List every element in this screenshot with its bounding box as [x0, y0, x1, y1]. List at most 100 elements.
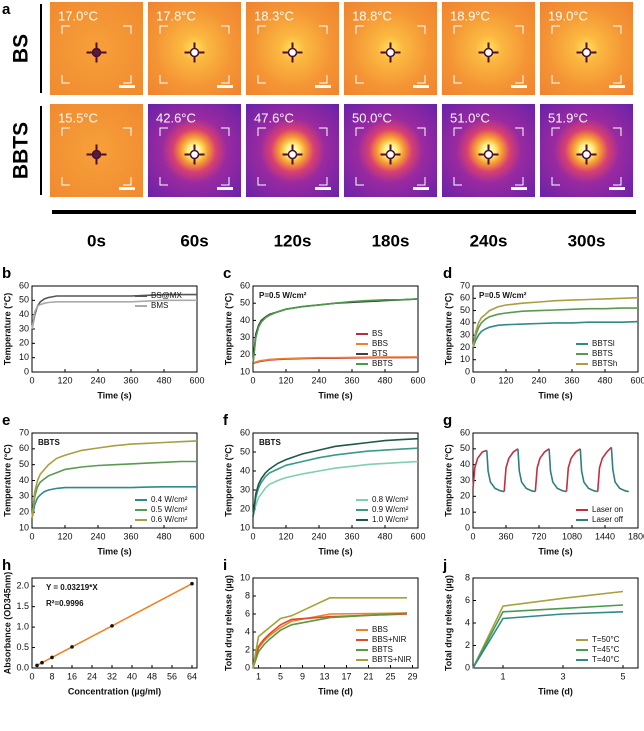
y-tick-label: 60	[19, 280, 29, 290]
plot-frame	[472, 285, 639, 373]
scale-bar	[511, 187, 527, 190]
corner-bracket	[551, 75, 560, 84]
y-tick-label: 30	[19, 323, 29, 333]
legend-label: Laser on	[592, 505, 623, 514]
x-tick-label: 1080	[562, 531, 582, 541]
x-tick-label: 240	[90, 531, 105, 541]
y-axis-label: Temperature (°C)	[443, 293, 453, 365]
corner-bracket	[613, 25, 622, 34]
panel-label: f	[223, 412, 229, 429]
corner-bracket	[257, 25, 266, 34]
x-tick-label: 17	[341, 671, 351, 681]
x-axis-label: Time (s)	[97, 546, 131, 556]
y-tick-label: 50	[460, 443, 470, 453]
y-axis-label: Temperature (°C)	[443, 444, 453, 516]
temperature-label: 50.0°C	[352, 110, 392, 125]
legend-label: BBTS	[372, 645, 393, 654]
corner-bracket	[417, 127, 426, 136]
plot-frame	[252, 285, 419, 373]
y-tick-label: 10	[240, 572, 250, 582]
panel-label: d	[443, 265, 452, 282]
temperature-label: 15.5°C	[58, 110, 98, 125]
scale-bar	[119, 85, 135, 88]
y-tick-label: 30	[460, 330, 470, 340]
corner-bracket	[453, 177, 462, 186]
time-label: 180s	[372, 231, 410, 250]
legend-label: 0.9 W/cm²	[372, 505, 409, 514]
x-tick-label: 600	[410, 375, 425, 385]
y-tick-label: 2.0	[16, 581, 29, 591]
corner-bracket	[355, 177, 364, 186]
corner-bracket	[123, 177, 132, 186]
y-tick-label: 1.5	[16, 601, 29, 611]
scale-bar	[217, 85, 233, 88]
x-axis-label: Time (s)	[538, 546, 572, 556]
annotation: P=0.5 W/cm²	[259, 291, 307, 300]
corner-bracket	[61, 75, 70, 84]
series-line	[252, 460, 419, 517]
corner-bracket	[453, 25, 462, 34]
x-tick-label: 240	[90, 375, 105, 385]
x-tick-label: 1440	[595, 531, 615, 541]
annotation: R²=0.9996	[46, 599, 84, 608]
corner-bracket	[551, 25, 560, 34]
legend-label: BBS+NIR	[372, 635, 407, 644]
series-line	[252, 612, 408, 669]
x-tick-label: 360	[344, 531, 359, 541]
plot-frame	[252, 577, 419, 669]
temperature-label: 18.9°C	[450, 8, 490, 23]
corner-bracket	[613, 177, 622, 186]
crosshair-ring	[91, 47, 102, 58]
corner-bracket	[453, 127, 462, 136]
y-tick-label: 70	[19, 427, 29, 437]
data-point	[50, 655, 54, 660]
x-tick-label: 240	[531, 375, 546, 385]
x-tick-label: 0	[29, 375, 34, 385]
y-tick-label: 50	[460, 305, 470, 315]
crosshair-ring	[385, 47, 396, 58]
crosshair-ring	[189, 149, 200, 160]
x-tick-label: 21	[363, 671, 373, 681]
scale-bar	[119, 187, 135, 190]
crosshair-ring	[287, 47, 298, 58]
x-tick-label: 120	[278, 531, 293, 541]
corner-bracket	[355, 25, 364, 34]
y-axis-label: Total drug release (µg)	[223, 575, 233, 671]
y-tick-label: 10	[19, 522, 29, 532]
y-tick-label: 40	[460, 317, 470, 327]
x-tick-label: 0	[250, 375, 255, 385]
scale-bar	[609, 85, 625, 88]
y-tick-label: 0	[245, 662, 250, 672]
y-tick-label: 20	[19, 507, 29, 517]
y-tick-label: 10	[19, 352, 29, 362]
corner-bracket	[61, 127, 70, 136]
crosshair-ring	[483, 149, 494, 160]
x-tick-label: 1800	[628, 531, 644, 541]
series-line	[31, 293, 197, 330]
corner-bracket	[123, 75, 132, 84]
x-axis-label: Time (s)	[318, 390, 352, 400]
x-tick-label: 56	[167, 671, 177, 681]
x-tick-label: 0	[470, 375, 475, 385]
y-axis-label: Temperature (°C)	[223, 293, 233, 365]
temperature-label: 18.8°C	[352, 8, 392, 23]
y-tick-label: 0	[24, 366, 29, 376]
temperature-label: 17.0°C	[58, 8, 98, 23]
corner-bracket	[159, 177, 168, 186]
x-axis-label: Time (s)	[97, 390, 131, 400]
x-tick-label: 480	[156, 531, 171, 541]
temperature-label: 19.0°C	[548, 8, 588, 23]
series-line	[252, 612, 408, 669]
corner-bracket	[159, 25, 168, 34]
y-tick-label: 40	[460, 459, 470, 469]
x-tick-label: 720	[531, 531, 546, 541]
panel-label: b	[2, 265, 11, 282]
x-tick-label: 480	[156, 375, 171, 385]
series-line	[486, 447, 629, 493]
legend-label: T=50°C	[592, 635, 620, 644]
x-axis-label: Time (d)	[538, 686, 573, 696]
series-line	[252, 447, 419, 517]
fit-line	[36, 583, 193, 667]
y-tick-label: 40	[240, 465, 250, 475]
corner-bracket	[221, 75, 230, 84]
